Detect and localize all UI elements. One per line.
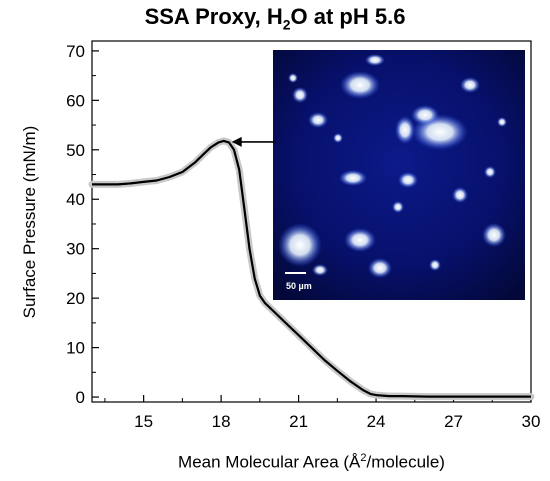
x-tick-label: 24 [367,412,386,431]
pointer-arrowhead [231,136,242,147]
bright-domain [497,117,507,127]
x-tick-label: 18 [212,412,231,431]
bright-domain [452,187,468,203]
bright-domain [344,228,376,252]
y-tick-label: 0 [76,388,85,407]
bright-domain [340,71,380,99]
bright-domain [278,223,322,267]
x-tick-label: 30 [522,412,541,431]
bright-domain [395,116,415,144]
y-tick-label: 20 [66,289,85,308]
bright-domain [288,73,298,83]
bright-domain [308,112,328,128]
plot-frame [91,40,532,403]
x-axis-label: Mean Molecular Area (Å2/molecule) [178,452,445,472]
y-tick-label: 40 [66,190,85,209]
isotherm-line [92,139,531,398]
x-tick-label: 21 [289,412,308,431]
bright-domain [484,166,496,178]
bright-domain [339,170,367,186]
bright-domain [312,264,328,276]
bright-domain [429,259,441,271]
bright-domain [398,172,418,188]
y-tick-label: 50 [66,141,85,160]
bright-domain [292,87,308,103]
plot-axes: 0 10 20 30 40 50 60 70 15 18 21 24 27 30 [66,40,541,431]
x-tick-label: 15 [134,412,153,431]
scale-bar-label: 50 µm [286,281,312,291]
bright-domain [368,258,392,278]
y-tick-label: 10 [66,339,85,358]
data-layer [88,137,535,401]
y-tick-label: 60 [66,91,85,110]
bright-domain [333,133,343,143]
y-tick-label: 30 [66,240,85,259]
bright-domain [365,54,385,66]
bright-domain [482,223,506,247]
x-tick-label: 27 [444,412,463,431]
chart-title: SSA Proxy, H2O at pH 5.6 [144,4,406,33]
bright-domain [392,201,404,213]
microscopy-inset: 50 µm [231,50,525,300]
y-tick-label: 70 [66,42,85,61]
bright-domain [411,105,439,125]
bright-domain [460,77,480,93]
